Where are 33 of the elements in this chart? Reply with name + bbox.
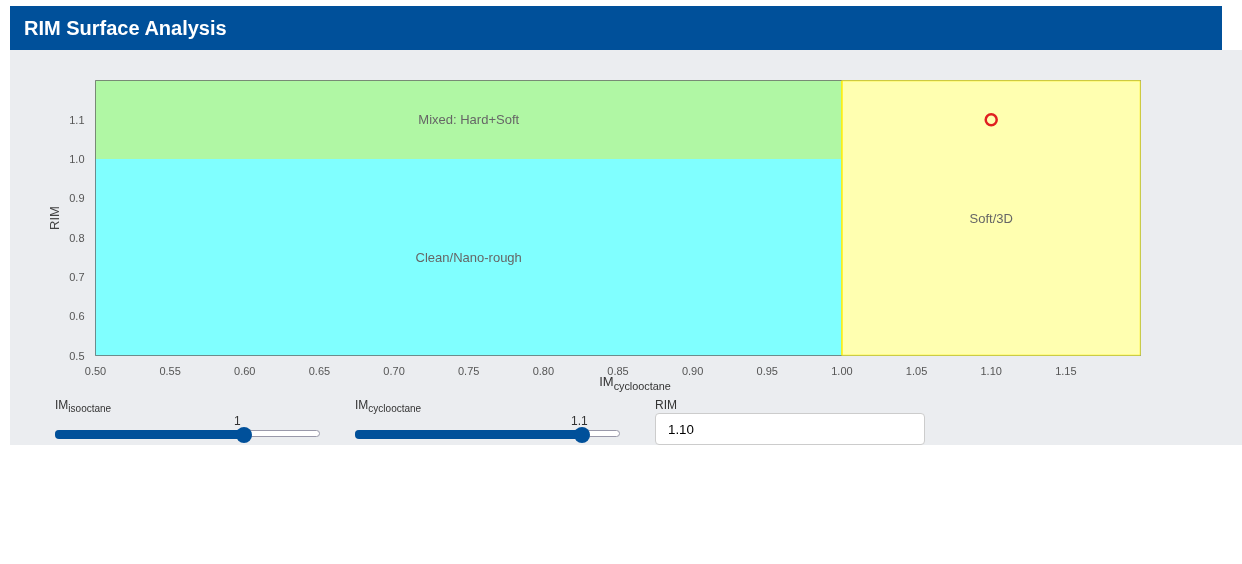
x-tick-label: 0.80 xyxy=(532,364,555,377)
y-tick-label: 0.8 xyxy=(69,231,85,244)
text: 1.10 xyxy=(655,413,925,445)
x-tick-label: 0.60 xyxy=(234,364,256,377)
x-tick-label: 0.65 xyxy=(308,364,331,377)
text: IM$_{isooctane}$ xyxy=(55,398,112,415)
y-tick-label: 1.0 xyxy=(69,153,85,166)
y-tick-label: 0.6 xyxy=(69,310,85,323)
x-tick-label: 0.90 xyxy=(681,364,704,377)
band-label: Mixed: Hard+Soft xyxy=(418,112,520,128)
text: RIM xyxy=(655,398,677,412)
band-label: Soft/3D xyxy=(969,210,1013,226)
band-label: Clean/Nano-rough xyxy=(415,249,522,265)
text: 1 xyxy=(234,414,241,428)
x-tick-label: 0.50 xyxy=(84,364,107,377)
x-tick-label: 1.15 xyxy=(1055,364,1077,377)
text: 1.1 xyxy=(571,414,588,428)
y-tick-label: 0.5 xyxy=(69,349,85,362)
y-axis-title: RIM xyxy=(47,206,63,230)
y-tick-label: 0.7 xyxy=(69,270,85,283)
x-tick-label: 0.95 xyxy=(756,364,778,377)
x-tick-label: 0.85 xyxy=(607,364,629,377)
text: IM$_{cyclooctane}$ xyxy=(355,398,422,415)
y-tick-label: 0.9 xyxy=(69,192,85,205)
x-tick-label: 0.55 xyxy=(159,364,181,377)
x-tick-label: 1.10 xyxy=(980,364,1002,377)
y-tick-label: 1.1 xyxy=(69,113,85,126)
x-tick-label: 0.70 xyxy=(383,364,405,377)
chart-title: RIM Surface Analysis xyxy=(10,6,1222,51)
x-tick-label: 1.05 xyxy=(905,364,928,377)
x-tick-label: 0.75 xyxy=(458,364,480,377)
x-axis-title: IM$_{cyclooctane}$ xyxy=(599,374,671,392)
x-tick-label: 1.00 xyxy=(831,364,853,377)
